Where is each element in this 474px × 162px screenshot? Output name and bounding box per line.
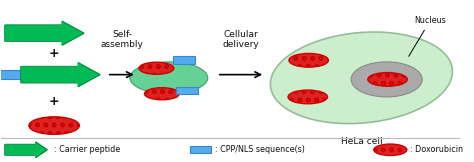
Circle shape	[29, 117, 79, 134]
Polygon shape	[78, 63, 100, 87]
Text: Self-
assembly: Self- assembly	[100, 30, 144, 49]
Bar	[176, 87, 198, 94]
Polygon shape	[62, 21, 84, 45]
Text: : Carrier peptide: : Carrier peptide	[54, 145, 120, 154]
Text: Cellular
delivery: Cellular delivery	[223, 30, 260, 49]
Circle shape	[374, 144, 407, 156]
Ellipse shape	[130, 62, 208, 94]
Ellipse shape	[270, 32, 453, 124]
Text: +: +	[49, 95, 59, 108]
Ellipse shape	[351, 62, 422, 97]
FancyBboxPatch shape	[21, 66, 80, 83]
Bar	[0, 70, 22, 79]
FancyBboxPatch shape	[5, 25, 64, 42]
FancyBboxPatch shape	[5, 144, 37, 155]
Circle shape	[145, 88, 179, 100]
Bar	[191, 146, 211, 153]
Text: : Doxorubicin: : Doxorubicin	[410, 145, 463, 154]
Circle shape	[289, 53, 328, 67]
Circle shape	[368, 73, 407, 86]
Text: HeLa cell: HeLa cell	[341, 137, 382, 146]
Bar	[173, 57, 195, 64]
Circle shape	[288, 90, 328, 104]
Circle shape	[139, 62, 174, 74]
Text: +: +	[49, 47, 59, 60]
Text: : CPP/NLS sequence(s): : CPP/NLS sequence(s)	[215, 145, 304, 154]
Text: Nucleus: Nucleus	[409, 16, 446, 56]
Polygon shape	[36, 142, 47, 158]
